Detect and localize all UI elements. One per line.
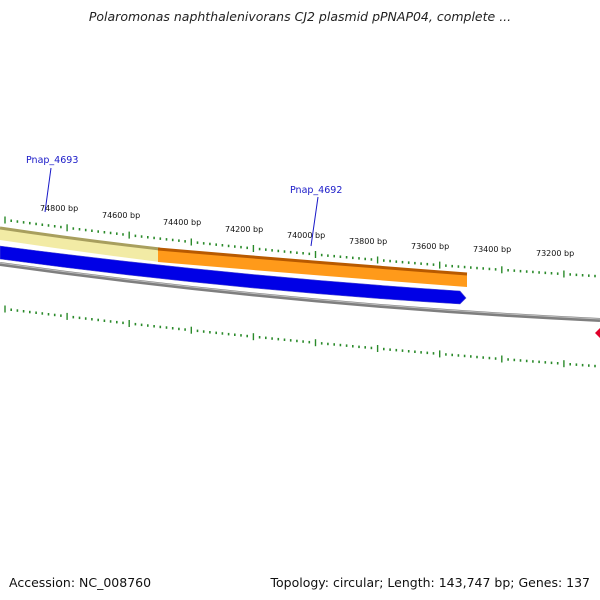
gene-pnap-4693-edge	[0, 226, 161, 251]
marker-red[interactable]	[595, 328, 600, 338]
gene-label-pnap-4693[interactable]: Pnap_4693	[26, 155, 78, 166]
backbone	[0, 262, 600, 322]
cds-blue-arrow[interactable]	[0, 245, 467, 305]
outer-tick-row	[4, 216, 596, 278]
accession-text: Accession: NC_008760	[9, 575, 152, 590]
ruler-label: 74400 bp	[163, 218, 201, 227]
leader-line-pnap-4692	[310, 196, 319, 247]
ruler-label: 73800 bp	[349, 237, 387, 246]
ruler-label: 74200 bp	[225, 225, 263, 234]
map-title: Polaromonas naphthalenivorans CJ2 plasmi…	[88, 9, 512, 24]
ruler-label: 73400 bp	[473, 245, 511, 254]
ruler-label: 73200 bp	[536, 249, 574, 258]
topology-summary: Topology: circular; Length: 143,747 bp; …	[270, 575, 591, 590]
ruler-label: 74600 bp	[102, 211, 140, 220]
gene-label-pnap-4692[interactable]: Pnap_4692	[290, 185, 342, 196]
ruler-label: 73600 bp	[411, 242, 449, 251]
leader-line-pnap-4693	[44, 167, 52, 213]
gene-pnap-4692-edge	[157, 247, 468, 276]
gene-pnap-4693[interactable]	[0, 228, 160, 262]
gene-pnap-4692[interactable]	[158, 249, 467, 287]
ruler-label: 74800 bp	[40, 204, 78, 213]
ruler-label: 74000 bp	[287, 231, 325, 240]
inner-tick-row	[4, 305, 596, 368]
backbone-highlight	[0, 262, 600, 320]
